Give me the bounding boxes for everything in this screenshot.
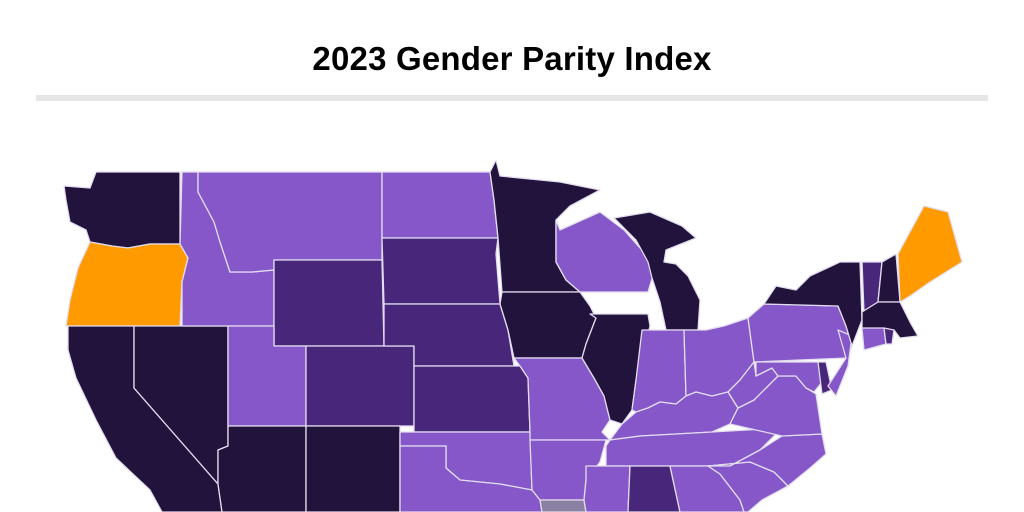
state-al[interactable]: [627, 465, 681, 512]
state-ri[interactable]: [883, 327, 895, 345]
title-divider: [36, 95, 988, 101]
state-in[interactable]: [631, 329, 687, 413]
state-mi[interactable]: [613, 211, 701, 331]
state-wy[interactable]: [273, 259, 385, 347]
state-ms[interactable]: [583, 465, 631, 512]
state-wi[interactable]: [555, 211, 657, 293]
state-ia[interactable]: [499, 291, 597, 359]
state-me[interactable]: [897, 205, 963, 303]
state-ct[interactable]: [861, 327, 887, 351]
state-pa[interactable]: [747, 303, 853, 363]
state-tx[interactable]: [399, 445, 543, 512]
state-mt[interactable]: [197, 171, 383, 273]
state-or[interactable]: [65, 241, 189, 327]
state-sd[interactable]: [381, 237, 501, 305]
page-title: 2023 Gender Parity Index: [312, 40, 712, 77]
state-nh[interactable]: [877, 253, 901, 303]
state-nm[interactable]: [305, 425, 401, 512]
state-nd[interactable]: [381, 171, 499, 239]
state-ny[interactable]: [763, 261, 863, 347]
state-az[interactable]: [217, 425, 307, 512]
state-la[interactable]: [539, 499, 587, 512]
state-co[interactable]: [305, 345, 415, 427]
state-il[interactable]: [581, 313, 651, 425]
state-wa[interactable]: [63, 171, 181, 249]
state-ks[interactable]: [413, 365, 531, 433]
state-nc[interactable]: [707, 433, 827, 487]
